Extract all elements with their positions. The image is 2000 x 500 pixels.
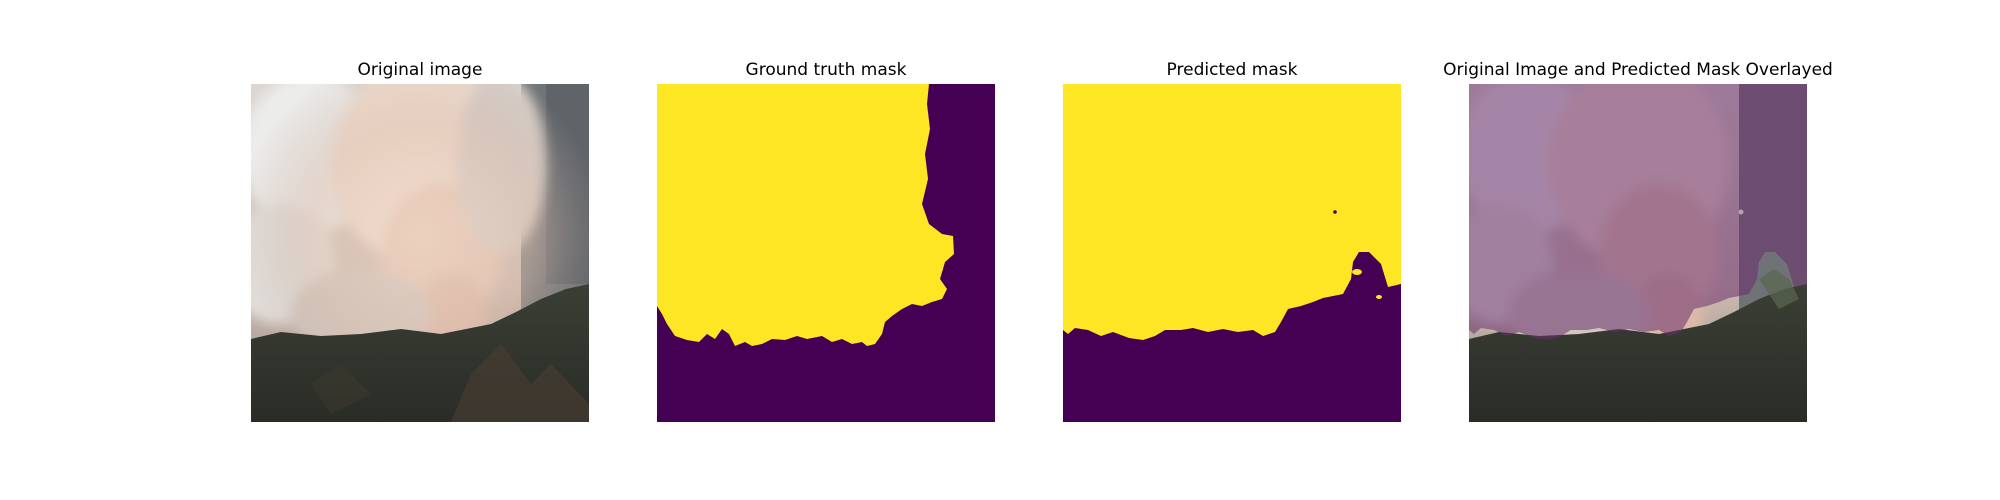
panel-title-predicted: Predicted mask — [1166, 60, 1298, 80]
overlay-image — [1469, 84, 1807, 422]
panel-original: Original image — [251, 0, 589, 500]
panel-predicted: Predicted mask — [1063, 0, 1401, 500]
panel-title-overlay: Original Image and Predicted Mask Overla… — [1443, 60, 1833, 80]
panel-ground-truth: Ground truth mask — [657, 0, 995, 500]
panel-title-ground-truth: Ground truth mask — [745, 60, 907, 80]
panel-overlay: Original Image and Predicted Mask Overla… — [1443, 0, 1833, 500]
original-image — [251, 84, 589, 422]
predicted-mask — [1063, 84, 1401, 422]
panel-title-original: Original image — [357, 60, 483, 80]
ground-truth-mask — [657, 84, 995, 422]
